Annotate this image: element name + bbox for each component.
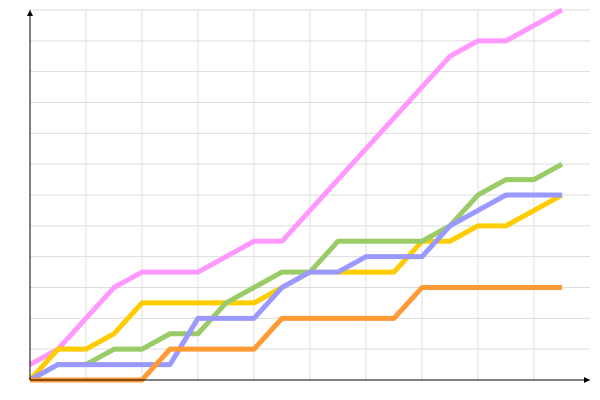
series-line-4	[28, 192, 562, 383]
grid	[30, 9, 590, 380]
series-line-1	[28, 7, 564, 367]
axes	[27, 10, 590, 383]
x-axis-arrow-icon	[584, 377, 590, 383]
series-group	[28, 7, 564, 383]
series-line-3	[28, 161, 564, 383]
y-axis-arrow-icon	[27, 10, 33, 16]
